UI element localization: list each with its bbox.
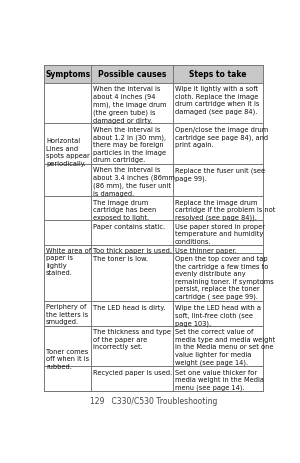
Text: White area of
paper is
lightly
stained.: White area of paper is lightly stained. bbox=[46, 247, 91, 275]
Text: Use paper stored in proper
temperature and humidity
conditions.: Use paper stored in proper temperature a… bbox=[175, 223, 265, 244]
Text: Open/close the image drum
cartridge see page 84), and
print again.: Open/close the image drum cartridge see … bbox=[175, 126, 268, 148]
Bar bbox=[44, 326, 263, 366]
Text: Possible causes: Possible causes bbox=[98, 70, 166, 79]
Text: Periphery of
the letters is
smudged.: Periphery of the letters is smudged. bbox=[46, 303, 88, 324]
Text: The image drum
cartridge has been
exposed to light.: The image drum cartridge has been expose… bbox=[93, 199, 156, 220]
Bar bbox=[44, 221, 263, 245]
Bar bbox=[44, 197, 263, 221]
Text: Too thick paper is used.: Too thick paper is used. bbox=[93, 248, 172, 254]
Text: Replace the image drum
cartridge if the problem is not
resolved (see page 84)).: Replace the image drum cartridge if the … bbox=[175, 199, 275, 220]
Bar bbox=[44, 164, 263, 197]
Text: When the interval is
about 1.2 in (30 mm),
there may be foreign
particles in the: When the interval is about 1.2 in (30 mm… bbox=[93, 126, 166, 163]
Text: The LED head is dirty.: The LED head is dirty. bbox=[93, 304, 166, 310]
Bar bbox=[44, 245, 263, 253]
Text: When the interval is
about 3.4 inches (86mm
(86 mm), the fuser unit
is damaged.: When the interval is about 3.4 inches (8… bbox=[93, 167, 175, 196]
Text: Wipe it lightly with a soft
cloth. Replace the image
drum cartridge when it is
d: Wipe it lightly with a soft cloth. Repla… bbox=[175, 86, 260, 115]
Text: The toner is low.: The toner is low. bbox=[93, 256, 148, 262]
Text: Use thinner paper.: Use thinner paper. bbox=[175, 248, 237, 254]
Bar bbox=[44, 83, 263, 124]
Bar bbox=[44, 302, 263, 326]
Text: Open the top cover and tap
the cartridge a few times to
evenly distribute any
re: Open the top cover and tap the cartridge… bbox=[175, 256, 274, 300]
Text: When the interval is
about 4 inches (94
mm), the image drum
(the green tube) is
: When the interval is about 4 inches (94 … bbox=[93, 86, 166, 123]
Text: Toner comes
off when it is
rubbed.: Toner comes off when it is rubbed. bbox=[46, 348, 89, 369]
Text: Set the correct value of
media type and media weight
in the Media menu or set on: Set the correct value of media type and … bbox=[175, 328, 275, 365]
Text: 129   C330/C530 Troubleshooting: 129 C330/C530 Troubleshooting bbox=[90, 396, 218, 405]
Text: Symptoms: Symptoms bbox=[45, 70, 91, 79]
Text: Wipe the LED head with a
soft, lint-free cloth (see
page 103).: Wipe the LED head with a soft, lint-free… bbox=[175, 304, 261, 326]
Text: Set one value thicker for
media weight in the Media
menu (see page 14).: Set one value thicker for media weight i… bbox=[175, 369, 264, 390]
Text: Steps to take: Steps to take bbox=[190, 70, 247, 79]
Text: Recycled paper is used.: Recycled paper is used. bbox=[93, 369, 172, 375]
Text: Horizontal
Lines and
spots appear
periodically.: Horizontal Lines and spots appear period… bbox=[46, 138, 90, 166]
Bar bbox=[44, 253, 263, 302]
Text: Paper contains static.: Paper contains static. bbox=[93, 223, 165, 229]
Bar bbox=[44, 124, 263, 164]
Text: Replace the fuser unit (see
page 99).: Replace the fuser unit (see page 99). bbox=[175, 167, 265, 181]
Text: The thickness and type
of the paper are
incorrectly set.: The thickness and type of the paper are … bbox=[93, 328, 171, 350]
Bar bbox=[44, 366, 263, 391]
Bar bbox=[44, 66, 263, 83]
